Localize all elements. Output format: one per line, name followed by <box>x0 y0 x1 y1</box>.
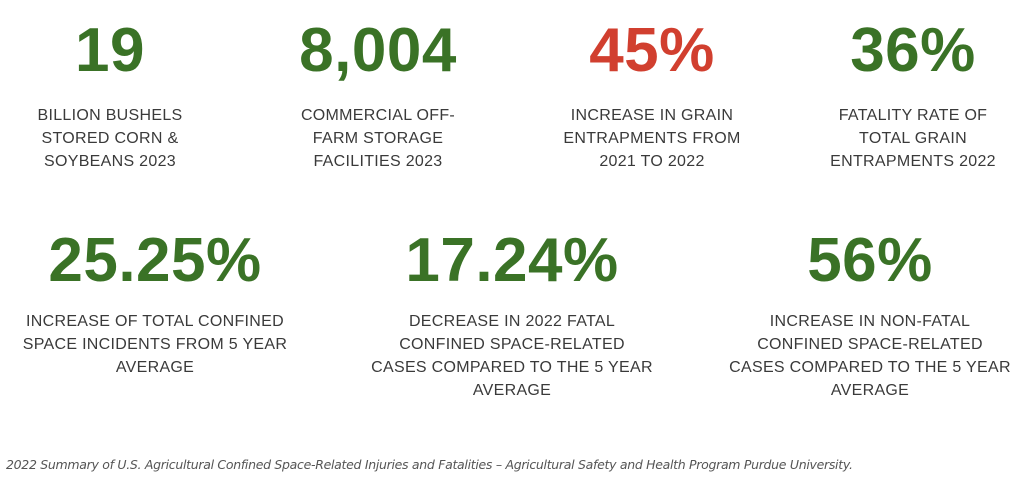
label-line: TOTAL GRAIN <box>859 130 967 147</box>
stat-total-incidents: 25.25% INCREASE OF TOTAL CONFINED SPACE … <box>5 230 305 379</box>
label-line: 2021 TO 2022 <box>599 153 705 170</box>
stat-fatality-rate: 36% FATALITY RATE OF TOTAL GRAIN ENTRAPM… <box>803 20 1023 173</box>
stat-value: 56% <box>807 226 933 295</box>
label-line: ENTRAPMENTS 2022 <box>830 153 996 170</box>
stat-value: 45% <box>589 16 715 85</box>
stat-value: 19 <box>75 16 145 85</box>
label-line: COMMERCIAL OFF- <box>300 107 456 124</box>
stat-nonfatal-increase: 56% INCREASE IN NON-FATAL CONFINED SPACE… <box>715 230 1024 402</box>
stat-label: COMMERCIAL OFF- FARM STORAGE FACILITIES … <box>268 104 488 173</box>
label-line: INCREASE IN NON-FATAL <box>769 313 971 330</box>
label-line: STORED CORN & <box>41 130 179 147</box>
label-line: AVERAGE <box>115 359 195 376</box>
label-line: SOYBEANS 2023 <box>44 153 176 170</box>
stat-value: 36% <box>850 16 976 85</box>
label-line: AVERAGE <box>830 382 910 399</box>
stat-fatal-decrease: 17.24% DECREASE IN 2022 FATAL CONFINED S… <box>357 230 667 402</box>
stat-label: INCREASE IN GRAIN ENTRAPMENTS FROM 2021 … <box>542 104 762 173</box>
stat-label: FATALITY RATE OF TOTAL GRAIN ENTRAPMENTS… <box>803 104 1023 173</box>
stat-stored-bushels: 19 BILLION BUSHELS STORED CORN & SOYBEAN… <box>10 20 210 173</box>
stat-value: 17.24% <box>405 226 619 295</box>
stat-storage-facilities: 8,004 COMMERCIAL OFF- FARM STORAGE FACIL… <box>268 20 488 173</box>
label-line: CASES COMPARED TO THE 5 YEAR <box>371 359 653 376</box>
label-line: INCREASE OF TOTAL CONFINED <box>26 313 284 330</box>
label-line: DECREASE IN 2022 FATAL <box>408 313 616 330</box>
label-line: SPACE INCIDENTS FROM 5 YEAR <box>22 336 288 353</box>
stat-entrapment-increase: 45% INCREASE IN GRAIN ENTRAPMENTS FROM 2… <box>542 20 762 173</box>
label-line: CONFINED SPACE-RELATED <box>399 336 625 353</box>
source-citation: 2022 Summary of U.S. Agricultural Confin… <box>6 457 853 472</box>
label-line: FATALITY RATE OF <box>838 107 988 124</box>
label-line: BILLION BUSHELS <box>37 107 183 124</box>
stat-value: 25.25% <box>48 226 262 295</box>
label-line: ENTRAPMENTS FROM <box>563 130 741 147</box>
stat-label: BILLION BUSHELS STORED CORN & SOYBEANS 2… <box>10 104 210 173</box>
label-line: CONFINED SPACE-RELATED <box>757 336 983 353</box>
label-line: INCREASE IN GRAIN <box>570 107 734 124</box>
stat-value: 8,004 <box>299 16 457 85</box>
label-line: FACILITIES 2023 <box>313 153 443 170</box>
stat-label: INCREASE IN NON-FATAL CONFINED SPACE-REL… <box>715 310 1024 402</box>
stat-label: DECREASE IN 2022 FATAL CONFINED SPACE-RE… <box>357 310 667 402</box>
label-line: CASES COMPARED TO THE 5 YEAR <box>729 359 1011 376</box>
label-line: AVERAGE <box>472 382 552 399</box>
label-line: FARM STORAGE <box>312 130 444 147</box>
stat-label: INCREASE OF TOTAL CONFINED SPACE INCIDEN… <box>5 310 305 379</box>
